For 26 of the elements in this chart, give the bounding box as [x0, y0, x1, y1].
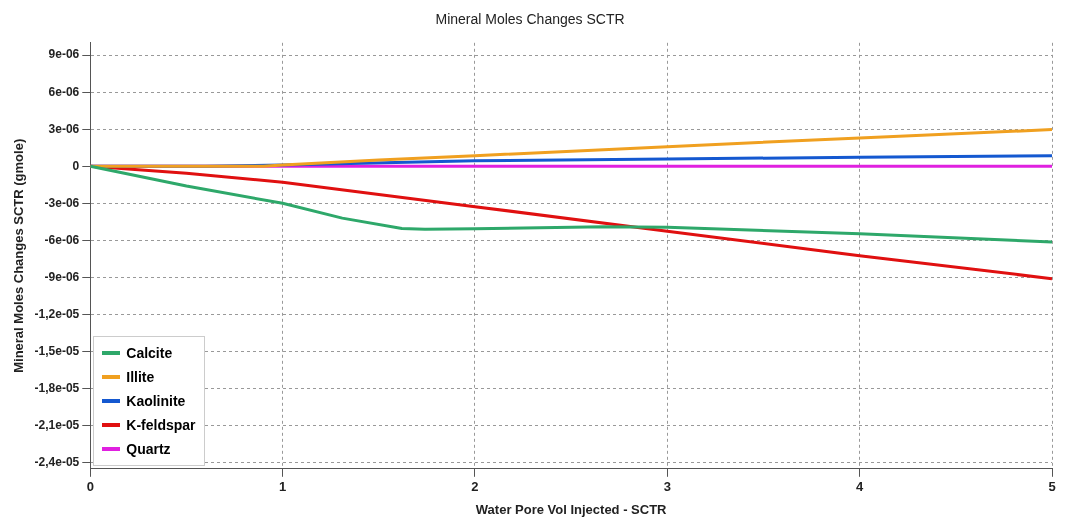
y-axis-title: Mineral Moles Changes SCTR (gmole)	[11, 138, 27, 373]
y-tick-label: -1,5e-05	[34, 343, 80, 358]
chart-title: Mineral Moles Changes SCTR	[435, 11, 625, 28]
legend-label: Kaolinite	[126, 392, 186, 409]
x-tick-label: 4	[856, 479, 865, 495]
y-tick-label: 3e-06	[48, 121, 80, 136]
legend-label: Quartz	[126, 440, 171, 457]
x-tick-label: 3	[663, 479, 671, 495]
y-tick-label: 6e-06	[48, 84, 80, 99]
legend-label: Calcite	[126, 344, 173, 361]
y-tick-label: -1,8e-05	[34, 380, 80, 395]
legend-label: Illite	[126, 368, 155, 385]
y-tick-label: -2,1e-05	[34, 417, 80, 432]
y-tick-label: -3e-06	[44, 195, 80, 210]
x-tick-label: 5	[1048, 479, 1056, 495]
x-tick-label: 1	[279, 479, 287, 495]
x-tick-label: 2	[471, 479, 479, 495]
y-tick-label: -9e-06	[44, 269, 80, 284]
y-tick-label: -6e-06	[44, 232, 80, 247]
y-tick-label: 0	[72, 158, 80, 173]
y-tick-label: -2,4e-05	[34, 454, 80, 469]
y-tick-label: 9e-06	[48, 47, 80, 62]
x-tick-label: 0	[86, 479, 94, 495]
y-tick-label: -1,2e-05	[34, 306, 80, 321]
legend-label: K-feldspar	[126, 416, 196, 433]
x-axis-title: Water Pore Vol Injected - SCTR	[475, 501, 668, 517]
